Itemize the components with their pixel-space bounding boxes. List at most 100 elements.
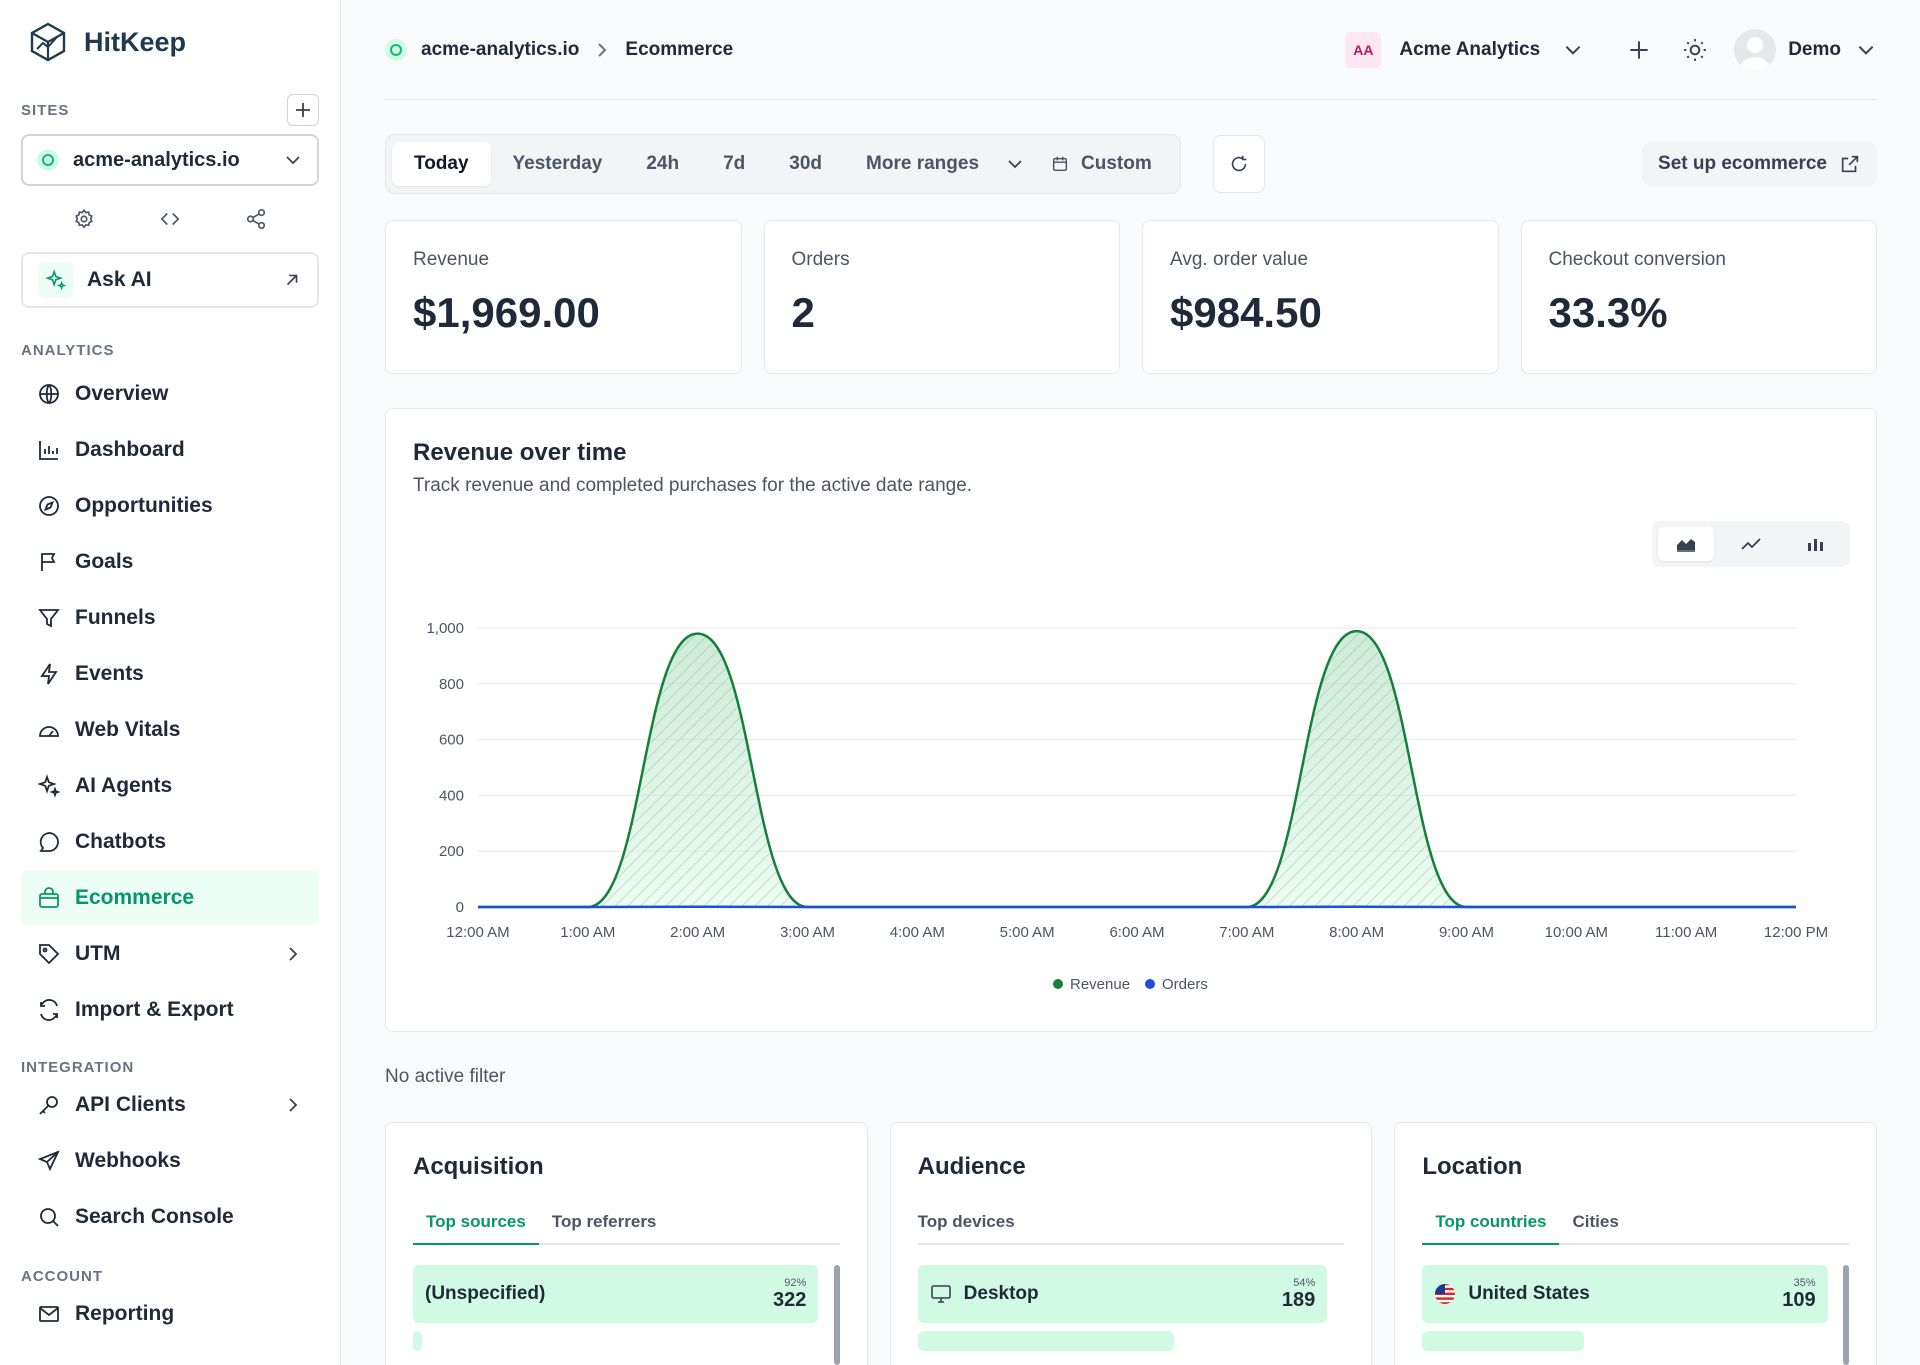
x-tick-label: 9:00 AM: [1439, 924, 1494, 941]
line-chart-toggle[interactable]: [1723, 527, 1779, 561]
row-percent: 35%: [1793, 1276, 1816, 1289]
sidebar-item-overview[interactable]: Overview: [21, 367, 319, 421]
sidebar-item-web-vitals[interactable]: Web Vitals: [21, 703, 319, 757]
brand-logo[interactable]: HitKeep: [21, 0, 319, 84]
kpi-value: $984.50: [1170, 289, 1322, 336]
sidebar-item-webhooks[interactable]: Webhooks: [21, 1134, 319, 1188]
sidebar-item-dashboard[interactable]: Dashboard: [21, 423, 319, 477]
bar-chart-icon: [1808, 539, 1823, 551]
sites-header: SITES: [21, 94, 319, 126]
code-icon[interactable]: [159, 208, 181, 230]
chevron-down-icon[interactable]: [1562, 39, 1584, 61]
table-row[interactable]: (Unspecified) 92% 322: [413, 1265, 819, 1323]
sun-icon[interactable]: [1682, 37, 1708, 63]
sidebar-item-api-clients[interactable]: API Clients: [21, 1078, 319, 1132]
chevron-right-icon: [289, 1098, 298, 1112]
sparkle-icon: [37, 774, 61, 798]
sidebar-item-ecommerce[interactable]: Ecommerce: [21, 871, 319, 925]
add-site-button[interactable]: [287, 94, 319, 126]
sidebar: HitKeep SITES acme-analytics.io Ask AI A…: [0, 0, 341, 1365]
range-more[interactable]: More ranges: [844, 142, 1047, 186]
sidebar-item-opportunities[interactable]: Opportunities: [21, 479, 319, 533]
breakdown-panels: Acquisition Top sources Top referrers (U…: [385, 1122, 1878, 1365]
x-tick-label: 3:00 AM: [780, 924, 835, 941]
table-row[interactable]: [413, 1331, 422, 1351]
tab-top-sources[interactable]: Top sources: [413, 1207, 539, 1245]
external-arrow-icon: [286, 274, 298, 286]
area-chart-toggle[interactable]: [1658, 527, 1714, 561]
row-stat: 92% 322: [773, 1277, 806, 1312]
table-row[interactable]: [917, 1331, 1174, 1351]
sidebar-item-utm[interactable]: UTM: [21, 927, 319, 981]
site-selector[interactable]: acme-analytics.io: [21, 134, 319, 186]
org-switcher-name[interactable]: Acme Analytics: [1399, 38, 1541, 60]
refresh-button[interactable]: [1212, 135, 1265, 193]
breadcrumb-globe-icon: [385, 38, 407, 61]
range-custom[interactable]: Custom: [1047, 142, 1174, 186]
ask-ai-button[interactable]: Ask AI: [21, 252, 319, 308]
shopping-bag-icon: [39, 887, 59, 908]
tab-top-countries[interactable]: Top countries: [1422, 1207, 1560, 1245]
table-row[interactable]: [1422, 1331, 1585, 1351]
sidebar-item-label: Search Console: [75, 1205, 234, 1228]
sidebar-item-label: Events: [75, 662, 144, 685]
tab-top-devices[interactable]: Top devices: [917, 1212, 1015, 1231]
sidebar-item-reporting[interactable]: Reporting: [21, 1287, 319, 1341]
x-tick-label: 8:00 AM: [1329, 924, 1384, 941]
table-row[interactable]: United States 35% 109: [1422, 1265, 1828, 1323]
legend-label: Orders: [1162, 976, 1208, 993]
sidebar-item-label: Opportunities: [75, 494, 213, 517]
sidebar-item-label: Web Vitals: [75, 718, 181, 741]
range-24h[interactable]: 24h: [646, 153, 680, 174]
range-30d[interactable]: 30d: [789, 153, 823, 174]
scrollbar[interactable]: [1843, 1265, 1850, 1365]
row-count: 109: [1782, 1288, 1816, 1311]
x-tick-label: 6:00 AM: [1109, 924, 1164, 941]
user-menu-name[interactable]: Demo: [1788, 38, 1841, 60]
tab-top-referrers[interactable]: Top referrers: [551, 1212, 657, 1231]
bolt-icon: [40, 663, 58, 685]
sidebar-item-chatbots[interactable]: Chatbots: [21, 815, 319, 869]
x-tick-label: 11:00 AM: [1655, 924, 1717, 941]
sidebar-item-label: Webhooks: [75, 1149, 181, 1172]
us-flag-icon: [1435, 1284, 1456, 1304]
tab-cities[interactable]: Cities: [1572, 1212, 1619, 1231]
main-content: acme-analytics.io Ecommerce AA Acme Anal…: [385, 0, 1878, 1365]
sidebar-item-funnels[interactable]: Funnels: [21, 591, 319, 645]
chart-subtitle: Track revenue and completed purchases fo…: [413, 475, 973, 496]
user-avatar[interactable]: [1734, 28, 1777, 71]
row-percent: 54%: [1293, 1276, 1316, 1289]
sidebar-item-events[interactable]: Events: [21, 647, 319, 701]
x-tick-label: 1:00 AM: [560, 924, 615, 941]
range-7d[interactable]: 7d: [723, 153, 746, 174]
scrollbar[interactable]: [833, 1265, 840, 1365]
breadcrumb-site[interactable]: acme-analytics.io: [421, 38, 580, 60]
range-more-label: More ranges: [866, 153, 980, 174]
integration-nav: API Clients Webhooks Search Console: [21, 1078, 319, 1244]
settings-gear-icon[interactable]: [73, 208, 95, 230]
gauge-icon: [39, 726, 59, 737]
y-tick-label: 600: [439, 732, 464, 749]
setup-ecommerce-button[interactable]: Set up ecommerce: [1642, 142, 1877, 186]
key-icon: [39, 1096, 58, 1115]
filter-status: No active filter: [385, 1066, 506, 1087]
x-tick-label: 10:00 AM: [1545, 924, 1608, 941]
sidebar-item-label: Import & Export: [75, 998, 234, 1021]
bar-chart-toggle[interactable]: [1788, 527, 1844, 561]
share-icon[interactable]: [245, 208, 267, 230]
sidebar-item-ai-agents[interactable]: AI Agents: [21, 759, 319, 813]
sidebar-item-goals[interactable]: Goals: [21, 535, 319, 589]
sidebar-item-import-export[interactable]: Import & Export: [21, 983, 319, 1037]
sidebar-item-search-console[interactable]: Search Console: [21, 1190, 319, 1244]
range-today[interactable]: Today: [392, 142, 491, 186]
chevron-right-icon: [598, 42, 607, 57]
ask-ai-label: Ask AI: [87, 268, 152, 291]
range-yesterday[interactable]: Yesterday: [512, 153, 603, 174]
table-row[interactable]: Desktop 54% 189: [917, 1265, 1328, 1323]
search-icon: [40, 1208, 59, 1227]
kpi-revenue: Revenue $1,969.00: [385, 220, 742, 374]
legend-marker: [1145, 979, 1155, 989]
plus-icon[interactable]: [1626, 37, 1652, 63]
panel-tabs: Top devices: [917, 1207, 1345, 1245]
chevron-down-icon[interactable]: [1855, 39, 1877, 61]
